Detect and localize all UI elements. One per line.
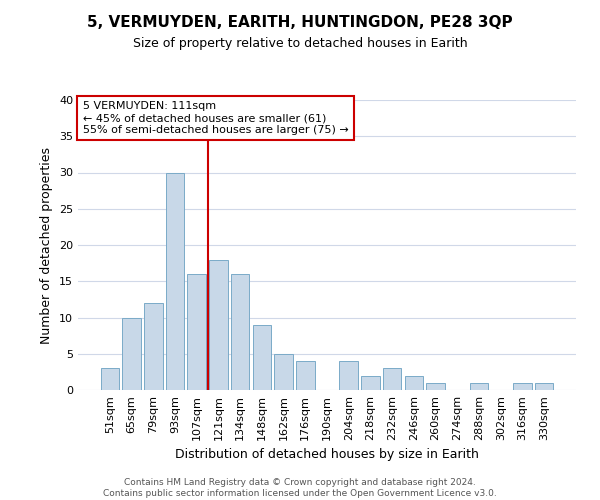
- Bar: [340, 361, 358, 390]
- Y-axis label: Number of detached properties: Number of detached properties: [40, 146, 53, 344]
- Text: 5, VERMUYDEN, EARITH, HUNTINGDON, PE28 3QP: 5, VERMUYDEN, EARITH, HUNTINGDON, PE28 3…: [87, 15, 513, 30]
- Bar: [209, 260, 227, 390]
- Text: Size of property relative to detached houses in Earith: Size of property relative to detached ho…: [133, 38, 467, 51]
- Text: Contains HM Land Registry data © Crown copyright and database right 2024.
Contai: Contains HM Land Registry data © Crown c…: [103, 478, 497, 498]
- Bar: [535, 383, 553, 390]
- Bar: [187, 274, 206, 390]
- Bar: [253, 325, 271, 390]
- Bar: [166, 172, 184, 390]
- Text: 5 VERMUYDEN: 111sqm
← 45% of detached houses are smaller (61)
55% of semi-detach: 5 VERMUYDEN: 111sqm ← 45% of detached ho…: [83, 102, 349, 134]
- Bar: [404, 376, 423, 390]
- Bar: [122, 318, 141, 390]
- Bar: [144, 303, 163, 390]
- Bar: [231, 274, 250, 390]
- X-axis label: Distribution of detached houses by size in Earith: Distribution of detached houses by size …: [175, 448, 479, 462]
- Bar: [274, 354, 293, 390]
- Bar: [470, 383, 488, 390]
- Bar: [296, 361, 314, 390]
- Bar: [101, 368, 119, 390]
- Bar: [361, 376, 380, 390]
- Bar: [383, 368, 401, 390]
- Bar: [513, 383, 532, 390]
- Bar: [427, 383, 445, 390]
